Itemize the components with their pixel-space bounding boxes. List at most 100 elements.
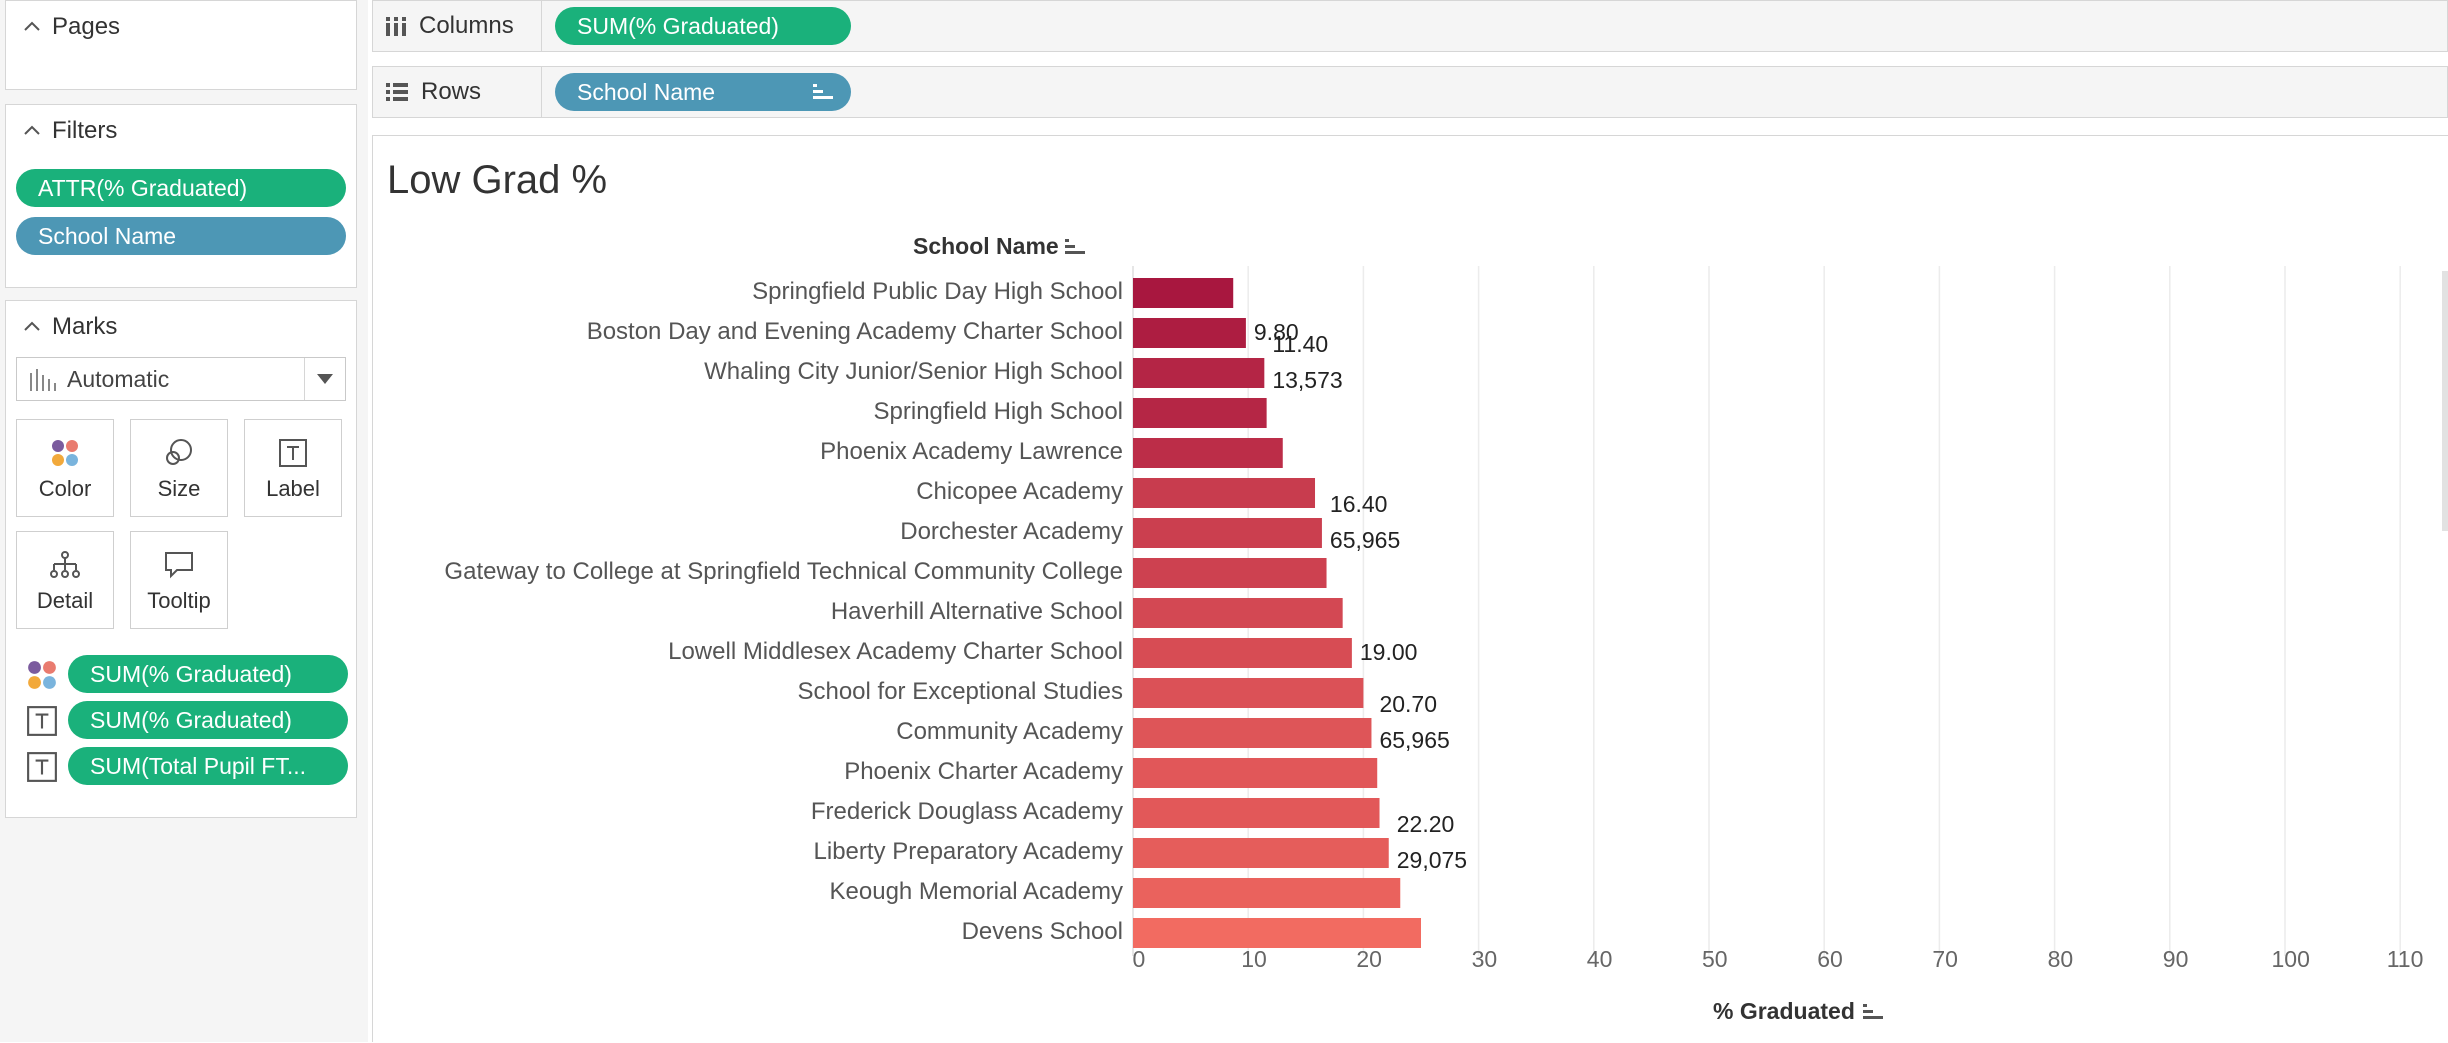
tooltip-button[interactable]: Tooltip bbox=[130, 531, 228, 629]
size-button[interactable]: Size bbox=[130, 419, 228, 517]
detail-hierarchy-icon bbox=[50, 551, 80, 578]
rows-icon bbox=[386, 83, 408, 101]
row-label[interactable]: Whaling City Junior/Senior High School bbox=[704, 358, 1123, 385]
bar[interactable] bbox=[1133, 278, 1234, 308]
bar[interactable] bbox=[1133, 318, 1246, 348]
chevron-up-icon bbox=[24, 125, 40, 135]
detail-button[interactable]: Detail bbox=[16, 531, 114, 629]
x-tick-label: 20 bbox=[1356, 946, 1382, 972]
data-label: 20.70 bbox=[1379, 691, 1438, 717]
rows-pill-label: School Name bbox=[577, 78, 716, 105]
shelf-divider bbox=[541, 67, 542, 117]
viz-canvas: Low Grad % School Name Springfield Publi… bbox=[372, 135, 2448, 1042]
shelf-divider bbox=[541, 1, 542, 51]
bar-chart-icon bbox=[30, 369, 56, 391]
size-label: Size bbox=[157, 476, 201, 501]
chevron-up-icon bbox=[24, 21, 40, 31]
bar[interactable] bbox=[1133, 558, 1327, 588]
marks-field-label-pupil[interactable]: SUM(Total Pupil FT... bbox=[68, 747, 348, 785]
row-label[interactable]: Boston Day and Evening Academy Charter S… bbox=[586, 318, 1123, 345]
row-label[interactable]: Phoenix Charter Academy bbox=[844, 758, 1123, 785]
columns-icon bbox=[386, 17, 406, 36]
x-axis-label[interactable]: % Graduated bbox=[1713, 998, 1885, 1025]
bar[interactable] bbox=[1133, 358, 1265, 388]
bar[interactable] bbox=[1133, 518, 1322, 548]
row-label[interactable]: Haverhill Alternative School bbox=[830, 598, 1123, 625]
color-dots-icon bbox=[28, 661, 56, 689]
bar[interactable] bbox=[1133, 758, 1378, 788]
color-button[interactable]: Color bbox=[16, 419, 114, 517]
label-button[interactable]: Label bbox=[244, 419, 342, 517]
columns-pill[interactable]: SUM(% Graduated) bbox=[555, 7, 851, 45]
row-label[interactable]: Community Academy bbox=[896, 718, 1123, 745]
label-label: Label bbox=[266, 476, 320, 501]
row-header-label: School Name bbox=[913, 233, 1059, 259]
sort-descending-icon bbox=[1064, 238, 1085, 254]
mark-type-dropdown[interactable]: Automatic bbox=[16, 357, 346, 401]
bar[interactable] bbox=[1133, 838, 1389, 868]
bar-plot bbox=[1132, 266, 2401, 956]
bar[interactable] bbox=[1133, 478, 1316, 508]
x-tick-label: 90 bbox=[2162, 946, 2189, 972]
data-label: 19.00 bbox=[1359, 639, 1418, 665]
pages-card: Pages bbox=[5, 0, 357, 90]
bar[interactable] bbox=[1133, 798, 1380, 828]
bar[interactable] bbox=[1133, 878, 1401, 908]
data-label: 65,965 bbox=[1329, 527, 1401, 553]
marks-field-color[interactable]: SUM(% Graduated) bbox=[68, 655, 348, 693]
filter-pill-graduated[interactable]: ATTR(% Graduated) bbox=[16, 169, 346, 207]
row-label[interactable]: Liberty Preparatory Academy bbox=[813, 838, 1123, 865]
row-label[interactable]: Frederick Douglass Academy bbox=[810, 798, 1123, 825]
marks-header[interactable]: Marks bbox=[22, 307, 117, 347]
x-tick-label: 0 bbox=[1132, 946, 1146, 972]
bar[interactable] bbox=[1133, 638, 1352, 668]
data-label: 22.20 bbox=[1396, 811, 1455, 837]
data-label: 9.80 bbox=[1253, 319, 1299, 345]
pages-header[interactable]: Pages bbox=[22, 7, 120, 47]
row-header[interactable]: School Name bbox=[913, 233, 1087, 260]
vertical-scrollbar[interactable] bbox=[2442, 271, 2448, 531]
tooltip-label: Tooltip bbox=[147, 588, 211, 613]
mark-type-label: Automatic bbox=[67, 365, 170, 392]
row-label[interactable]: Keough Memorial Academy bbox=[829, 878, 1123, 905]
row-label[interactable]: Devens School bbox=[961, 918, 1123, 945]
row-labels: Springfield Public Day High School Boston… bbox=[373, 136, 1123, 951]
row-label[interactable]: Chicopee Academy bbox=[916, 478, 1123, 505]
text-label-icon bbox=[279, 439, 307, 467]
bar[interactable] bbox=[1133, 438, 1283, 468]
row-label[interactable]: Gateway to College at Springfield Techni… bbox=[444, 558, 1123, 585]
sort-descending-icon bbox=[1862, 1003, 1883, 1019]
bar[interactable] bbox=[1133, 598, 1343, 628]
bar[interactable] bbox=[1133, 678, 1364, 708]
size-circles-icon bbox=[166, 439, 192, 465]
filters-header[interactable]: Filters bbox=[22, 111, 117, 151]
marks-field-label-grad[interactable]: SUM(% Graduated) bbox=[68, 701, 348, 739]
rows-pill[interactable]: School Name bbox=[555, 73, 851, 111]
row-label[interactable]: Springfield High School bbox=[873, 398, 1123, 425]
rows-shelf-label: Rows bbox=[385, 67, 481, 117]
viz-title: Low Grad % bbox=[387, 158, 608, 202]
row-label[interactable]: Dorchester Academy bbox=[900, 518, 1123, 545]
chevron-down-icon bbox=[317, 374, 333, 384]
data-label: 29,075 bbox=[1396, 847, 1468, 873]
columns-shelf-label: Columns bbox=[385, 1, 514, 51]
bar[interactable] bbox=[1133, 718, 1372, 748]
bar[interactable] bbox=[1133, 918, 1421, 948]
dropdown-arrow[interactable] bbox=[304, 358, 345, 400]
data-label: 13,573 bbox=[1272, 367, 1343, 393]
filter-pill-school-name[interactable]: School Name bbox=[16, 217, 346, 255]
color-dots-icon bbox=[52, 440, 78, 466]
data-label: 65,965 bbox=[1379, 727, 1450, 753]
rows-shelf: Rows School Name bbox=[372, 66, 2448, 118]
bar[interactable] bbox=[1133, 398, 1267, 428]
row-label[interactable]: Lowell Middlesex Academy Charter School bbox=[668, 638, 1123, 665]
color-label: Color bbox=[38, 476, 92, 501]
text-label-icon bbox=[27, 706, 57, 736]
x-axis-label-text: % Graduated bbox=[1713, 998, 1855, 1024]
x-tick-label: 80 bbox=[2047, 946, 2074, 972]
row-label[interactable]: School for Exceptional Studies bbox=[797, 678, 1123, 705]
row-label[interactable]: Springfield Public Day High School bbox=[752, 278, 1123, 305]
row-label[interactable]: Phoenix Academy Lawrence bbox=[820, 438, 1123, 465]
x-tick-label: 60 bbox=[1817, 946, 1843, 972]
sort-descending-icon bbox=[813, 84, 833, 99]
